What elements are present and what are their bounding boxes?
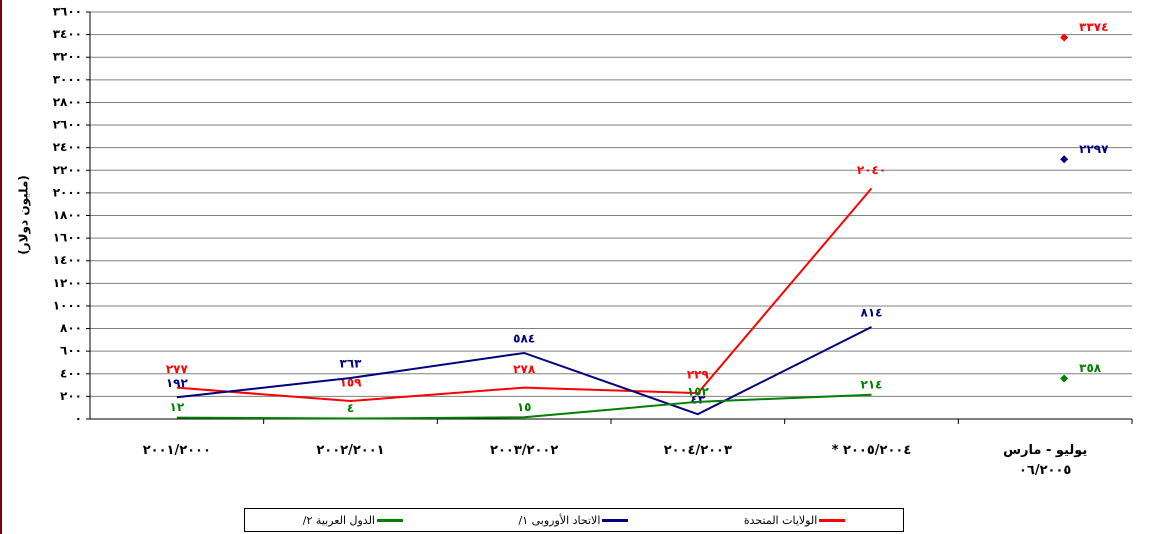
legend-swatch <box>602 518 629 522</box>
y-tick-label: ٤٠٠ <box>60 366 82 380</box>
series-line <box>176 326 872 416</box>
y-tick-label: ١٦٠٠ <box>53 231 82 245</box>
series-line <box>176 187 873 403</box>
y-tick-label: ٢٤٠٠ <box>53 140 82 154</box>
data-label: ٢٢٩٧ <box>1079 142 1109 156</box>
data-label: ٥٨٤ <box>513 331 535 345</box>
y-tick-label: ٢٨٠٠ <box>53 95 82 109</box>
x-tick-label: يوليو - مارس ٠٦/٢٠٠٥ <box>1003 443 1088 478</box>
legend-item: الدول العربية ٢/ <box>303 514 403 527</box>
data-label: ٢٢٩ <box>687 368 710 382</box>
data-label: ٤ <box>347 401 354 415</box>
data-label: ٣٦٣ <box>340 356 363 370</box>
y-tick-label: ٣٠٠٠ <box>53 72 82 86</box>
y-tick-label: ٢٠٠٠ <box>53 185 82 199</box>
y-tick-label: ٢٦٠٠ <box>53 118 82 132</box>
y-tick-label: ١٤٠٠ <box>53 253 82 267</box>
y-tick-label: ٢٠٠ <box>60 389 82 403</box>
legend-swatch <box>819 518 846 522</box>
x-tick-label: ٢٠٠٣/٢٠٠٢ <box>490 443 559 458</box>
y-tick-label: ٠ <box>75 412 82 426</box>
y-axis-title: (مليون دولار) <box>17 175 32 255</box>
y-tick-label: ١٨٠٠ <box>53 208 82 222</box>
data-label: ٣٥٨ <box>1079 361 1102 375</box>
y-tick-label: ٣٢٠٠ <box>53 50 82 64</box>
marker <box>1060 155 1069 164</box>
data-label: ٢٧٨ <box>513 362 536 376</box>
data-label: ٢٧٧ <box>166 362 189 376</box>
y-tick-label: ٨٠٠ <box>60 321 82 335</box>
x-tick-label: ٢٠٠١/٢٠٠٠ <box>142 443 211 458</box>
marker <box>1060 33 1069 42</box>
data-label: ١٩٢ <box>166 376 189 390</box>
data-label: ٤٣ <box>691 393 706 407</box>
data-label: ٨١٤ <box>861 305 883 319</box>
legend-label: الولايات المتحدة <box>743 513 818 527</box>
y-tick-label: ١٢٠٠ <box>53 276 82 290</box>
y-tick-label: ٦٠٠ <box>60 344 82 358</box>
legend-swatch <box>376 518 403 522</box>
legend-label: الدول العربية ٢/ <box>302 513 375 527</box>
marker <box>1060 374 1069 383</box>
legend: الولايات المتحدة الاتحاد الأوروبى ١/الدول… <box>244 508 904 532</box>
x-tick-label: * ٢٠٠٥/٢٠٠٤ <box>831 443 912 458</box>
legend-label: الاتحاد الأوروبى ١/ <box>518 513 601 527</box>
data-label: ٢١٤ <box>861 377 883 391</box>
y-tick-label: ٣٦٠٠ <box>53 5 82 19</box>
data-label: ١٥ <box>517 400 532 414</box>
data-label: ٣٣٧٤ <box>1079 20 1108 34</box>
y-tick-label: ١٠٠٠ <box>53 298 82 312</box>
y-tick-label: ٣٤٠٠ <box>53 27 82 41</box>
x-tick-label: ٢٠٠٢/٢٠٠١ <box>316 443 385 458</box>
legend-item: الاتحاد الأوروبى ١/ <box>519 514 629 527</box>
data-label: ٢٠٤٠ <box>857 163 886 177</box>
y-tick-label: ٢٢٠٠ <box>53 163 82 177</box>
series-line <box>176 393 872 420</box>
legend-item: الولايات المتحدة <box>743 513 846 527</box>
data-label: ١٥٢ <box>687 384 710 398</box>
x-tick-label: ٢٠٠٤/٢٠٠٣ <box>663 443 732 458</box>
data-label: ١٢ <box>170 400 185 414</box>
